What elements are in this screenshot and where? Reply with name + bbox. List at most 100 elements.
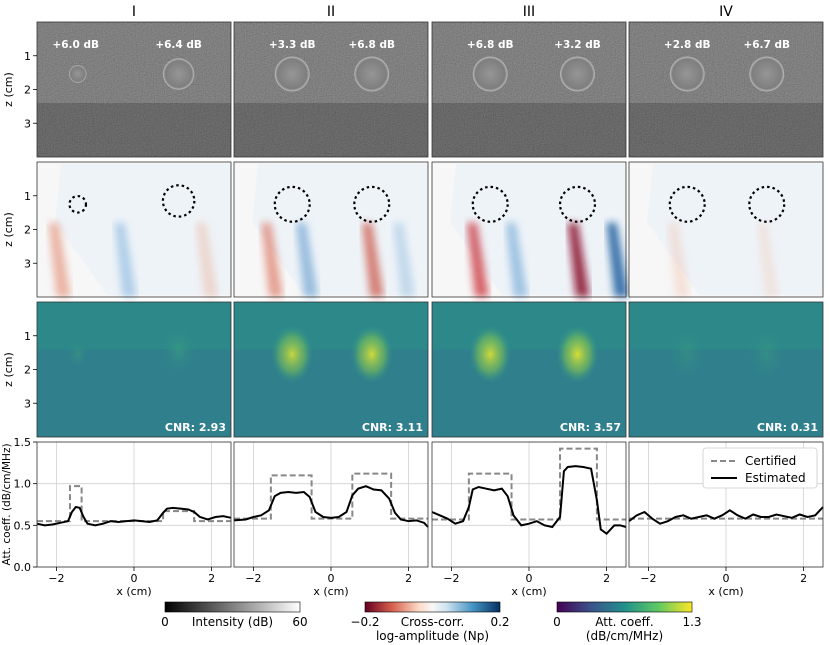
ytick-label: 1.0 xyxy=(14,478,32,491)
colorbar-gradient xyxy=(164,601,301,613)
attenuation-inclusion-1 xyxy=(67,339,89,369)
cnr-label: CNR: 0.31 xyxy=(757,421,818,434)
colorbar-max-label: 0.2 xyxy=(490,615,509,629)
crosscorr-inclusion-outline-2 xyxy=(558,185,597,223)
crosscorr-stripe-2 xyxy=(296,222,319,297)
crosscorr-inclusion-outline-2 xyxy=(161,184,196,218)
ytick-label: 2 xyxy=(24,224,31,237)
attenuation-background xyxy=(234,302,428,437)
crosscorr-stripe-4 xyxy=(606,222,629,297)
xtick-label: 2 xyxy=(603,572,610,585)
column-title-3: III xyxy=(523,4,535,20)
colorbar-label-line2: (dB/cm/MHz) xyxy=(586,629,663,643)
bmode-inclusion-1 xyxy=(274,56,310,92)
xtick-label: 2 xyxy=(208,572,215,585)
attenuation-inclusion-1 xyxy=(665,325,709,384)
estimated-line xyxy=(431,465,627,535)
crosscorr-stripe-1 xyxy=(466,222,489,297)
ytick-label: 0.0 xyxy=(14,561,32,574)
attenuation-panel-3: CNR: 3.57 xyxy=(431,301,627,438)
legend-estimated-label: Estimated xyxy=(745,471,806,485)
bmode-inclusion-1 xyxy=(669,56,705,92)
attenuation-frame xyxy=(628,301,824,438)
colorbar-min-label: 0 xyxy=(161,615,169,629)
ytick-label: 1.5 xyxy=(14,436,32,449)
bmode-contrast-label-1: +3.3 dB xyxy=(269,39,316,51)
crosscorr-panel-4 xyxy=(628,161,824,298)
crosscorr-panel-1 xyxy=(36,161,232,298)
attenuation-inclusion-1 xyxy=(468,325,512,384)
ytick-label: 3 xyxy=(24,257,31,270)
bmode-inclusion-2 xyxy=(749,56,785,92)
cnr-label: CNR: 3.57 xyxy=(560,421,621,434)
attenuation-panel-2: CNR: 3.11 xyxy=(233,301,429,438)
colorbar-max-label: 1.3 xyxy=(682,615,701,629)
profile-ylabel: Att. coeff. (dB/cm/MHz) xyxy=(1,443,13,565)
cnr-label: CNR: 3.11 xyxy=(362,421,423,434)
crosscorr-fov xyxy=(55,164,231,295)
profile-xlabel: x (cm) xyxy=(708,585,743,598)
estimated-line xyxy=(628,506,824,525)
crosscorr-frame xyxy=(233,161,429,298)
bmode-depth-shade xyxy=(432,103,626,157)
column-title-1: I xyxy=(132,4,136,20)
legend-certified-label: Certified xyxy=(745,454,796,468)
column-title-4: IV xyxy=(719,4,733,20)
crosscorr-stripe-2 xyxy=(114,222,137,297)
crosscorr-panel-3 xyxy=(431,161,629,298)
xtick-label: −2 xyxy=(640,572,656,585)
xtick-label: −2 xyxy=(443,572,459,585)
ytick-label: 1 xyxy=(24,50,31,63)
crosscorr-stripe-1 xyxy=(261,222,284,297)
certified-line xyxy=(432,447,626,521)
attenuation-top-band xyxy=(234,302,428,350)
attenuation-inclusion-2 xyxy=(556,325,599,384)
bmode-speckle xyxy=(432,22,626,157)
bmode-contrast-label-1: +6.0 dB xyxy=(52,39,99,51)
attenuation-top-band xyxy=(432,302,626,350)
row-ylabel: z (cm) xyxy=(2,352,15,387)
crosscorr-stripe-4 xyxy=(393,222,416,297)
crosscorr-stripe-2 xyxy=(505,222,528,297)
crosscorr-stripe-3 xyxy=(196,222,219,297)
xtick-label: −2 xyxy=(245,572,261,585)
colorbar-label-line1: Cross-corr. xyxy=(401,615,465,629)
ytick-label: 1 xyxy=(24,190,31,203)
bmode-contrast-label-2: +3.2 dB xyxy=(554,39,601,51)
crosscorr-inclusion-outline-1 xyxy=(668,185,706,223)
profile-xlabel: x (cm) xyxy=(511,585,546,598)
row-yaxis-3: 1 2 3 z (cm) xyxy=(2,330,37,410)
bmode-contrast-label-2: +6.7 dB xyxy=(743,39,790,51)
profile-xlabel: x (cm) xyxy=(313,585,348,598)
crosscorr-fov xyxy=(252,164,428,295)
bmode-panel-3: +6.8 dB +3.2 dB xyxy=(431,21,627,158)
crosscorr-stripe-3 xyxy=(362,222,385,297)
bmode-speckle xyxy=(37,22,231,157)
bmode-inclusion-1 xyxy=(69,65,87,83)
attenuation-inclusion-1 xyxy=(270,325,314,384)
attenuation-inclusion-2 xyxy=(350,325,394,384)
ytick-label: 2 xyxy=(24,84,31,97)
estimated-line xyxy=(36,505,232,527)
row-yaxis-2: 1 2 3 z (cm) xyxy=(2,190,37,270)
bmode-panel-4: +2.8 dB +6.7 dB xyxy=(628,21,824,158)
xtick-label: 2 xyxy=(800,572,807,585)
crosscorr-inclusion-outline-2 xyxy=(748,185,786,223)
colorbar-min-label: 0 xyxy=(553,615,561,629)
bmode-contrast-label-1: +2.8 dB xyxy=(664,39,711,51)
crosscorr-stripe-2 xyxy=(757,222,780,297)
crosscorr-stripe-1 xyxy=(667,222,690,297)
bmode-inclusion-2 xyxy=(560,56,595,92)
bmode-inclusion-2 xyxy=(162,58,195,90)
attenuation-panel-1: CNR: 2.93 xyxy=(36,301,232,438)
profile-panel-3: −2 0 2 x (cm) xyxy=(431,441,627,598)
bmode-depth-shade xyxy=(234,103,428,157)
attenuation-frame xyxy=(431,301,627,438)
bmode-contrast-label-1: +6.8 dB xyxy=(467,39,514,51)
colorbar-max-label: 60 xyxy=(292,615,307,629)
estimated-line xyxy=(233,485,429,528)
profile-panel-2: −2 0 2 x (cm) xyxy=(233,441,429,598)
colorbar-gradient xyxy=(556,601,693,613)
ytick-label: 2 xyxy=(24,364,31,377)
xtick-label: 0 xyxy=(723,572,730,585)
